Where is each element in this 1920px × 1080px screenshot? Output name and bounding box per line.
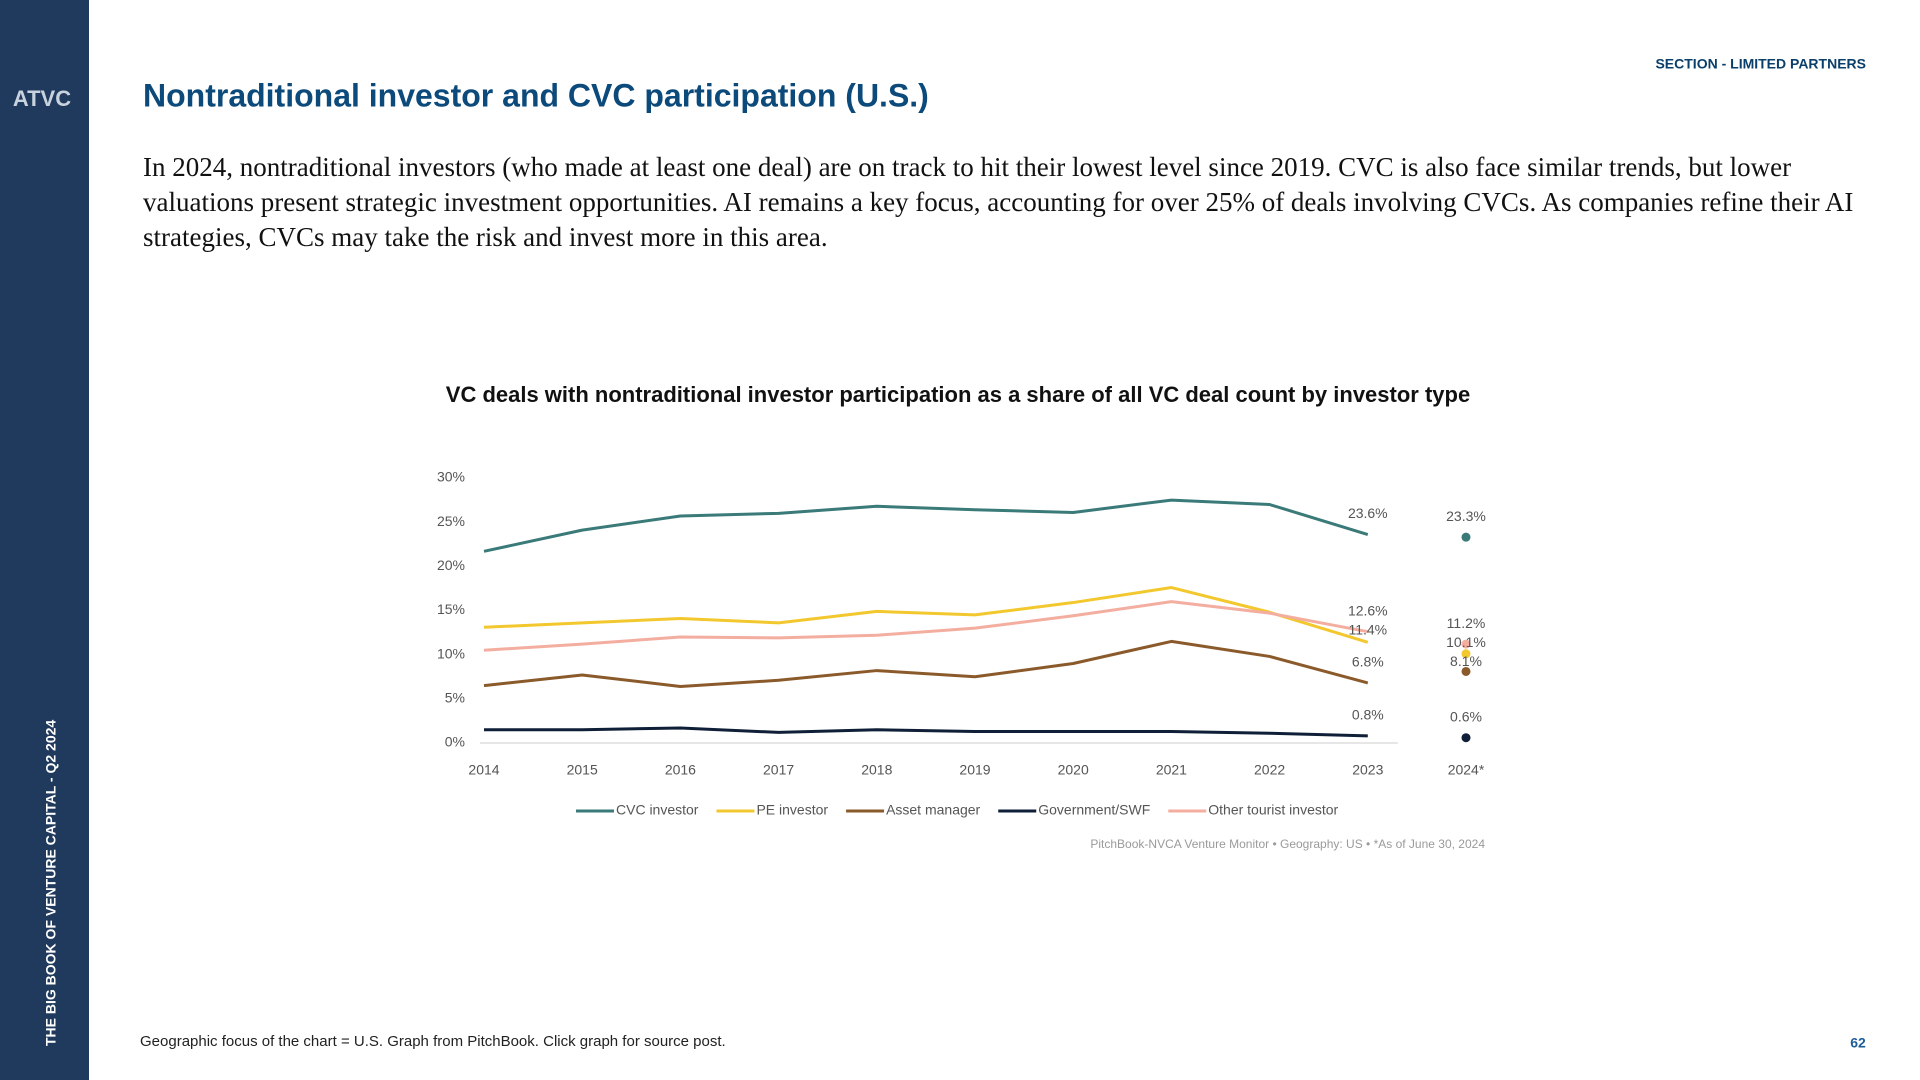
y-tick-label: 10% — [437, 645, 465, 661]
y-tick-label: 5% — [445, 690, 465, 706]
data-label: 23.3% — [1446, 508, 1486, 524]
y-tick-label: 0% — [445, 734, 465, 750]
series-dot — [1461, 649, 1471, 659]
logo: ATVC — [13, 86, 71, 111]
x-tick-label: 2021 — [1156, 762, 1187, 778]
data-label: 23.6% — [1348, 505, 1388, 521]
y-tick-label: 30% — [437, 469, 465, 485]
series-line — [483, 586, 1369, 644]
data-label: 11.2% — [1447, 615, 1486, 631]
data-label: 11.4% — [1348, 621, 1387, 637]
series-line — [484, 726, 1368, 738]
footer-note: Geographic focus of the chart = U.S. Gra… — [140, 1033, 726, 1050]
x-tick-label: 2022 — [1254, 762, 1285, 778]
x-tick-label: 2018 — [861, 762, 892, 778]
y-tick-label: 15% — [437, 601, 465, 617]
x-tick-label: 2014 — [468, 762, 499, 778]
source: PitchBook-NVCA Venture Monitor • Geograp… — [1090, 837, 1485, 851]
x-tick-label: 2017 — [763, 762, 794, 778]
legend-label: Asset manager — [886, 802, 980, 818]
y-tick-label: 20% — [437, 557, 465, 573]
sidebar-caption: THE BIG BOOK OF VENTURE CAPITAL - Q2 202… — [43, 720, 59, 1046]
y-tick-label: 25% — [437, 513, 465, 529]
body-text: In 2024, nontraditional investors (who m… — [143, 152, 1854, 252]
legend-label: CVC investor — [616, 802, 699, 818]
data-label: 12.6% — [1348, 602, 1388, 618]
series-line — [483, 600, 1369, 652]
x-tick-label: 2015 — [567, 762, 598, 778]
legend-label: PE investor — [756, 802, 828, 818]
page-title: Nontraditional investor and CVC particip… — [143, 77, 929, 113]
series-line — [483, 498, 1369, 553]
legend-label: Other tourist investor — [1208, 802, 1338, 818]
x-tick-label: 2019 — [959, 762, 990, 778]
x-tick-label: 2016 — [665, 762, 696, 778]
series-dot — [1461, 666, 1471, 676]
data-label: 10.1% — [1446, 634, 1486, 650]
series-dot — [1461, 733, 1471, 743]
x-tick-label: 2024* — [1448, 762, 1485, 778]
data-label: 0.8% — [1352, 707, 1384, 723]
series-dot — [1461, 639, 1471, 649]
legend-label: Government/SWF — [1038, 802, 1150, 818]
x-tick-label: 2023 — [1352, 762, 1383, 778]
sidebar — [0, 0, 89, 1080]
chart-title: VC deals with nontraditional investor pa… — [446, 382, 1470, 407]
section-label: SECTION - LIMITED PARTNERS — [1655, 56, 1866, 72]
series-dot — [1461, 532, 1471, 542]
data-label: 6.8% — [1352, 654, 1384, 670]
data-label: 8.1% — [1450, 653, 1482, 669]
series-line — [483, 639, 1369, 688]
data-label: 0.6% — [1450, 708, 1482, 724]
page-number: 62 — [1850, 1035, 1866, 1051]
x-tick-label: 2020 — [1058, 762, 1089, 778]
